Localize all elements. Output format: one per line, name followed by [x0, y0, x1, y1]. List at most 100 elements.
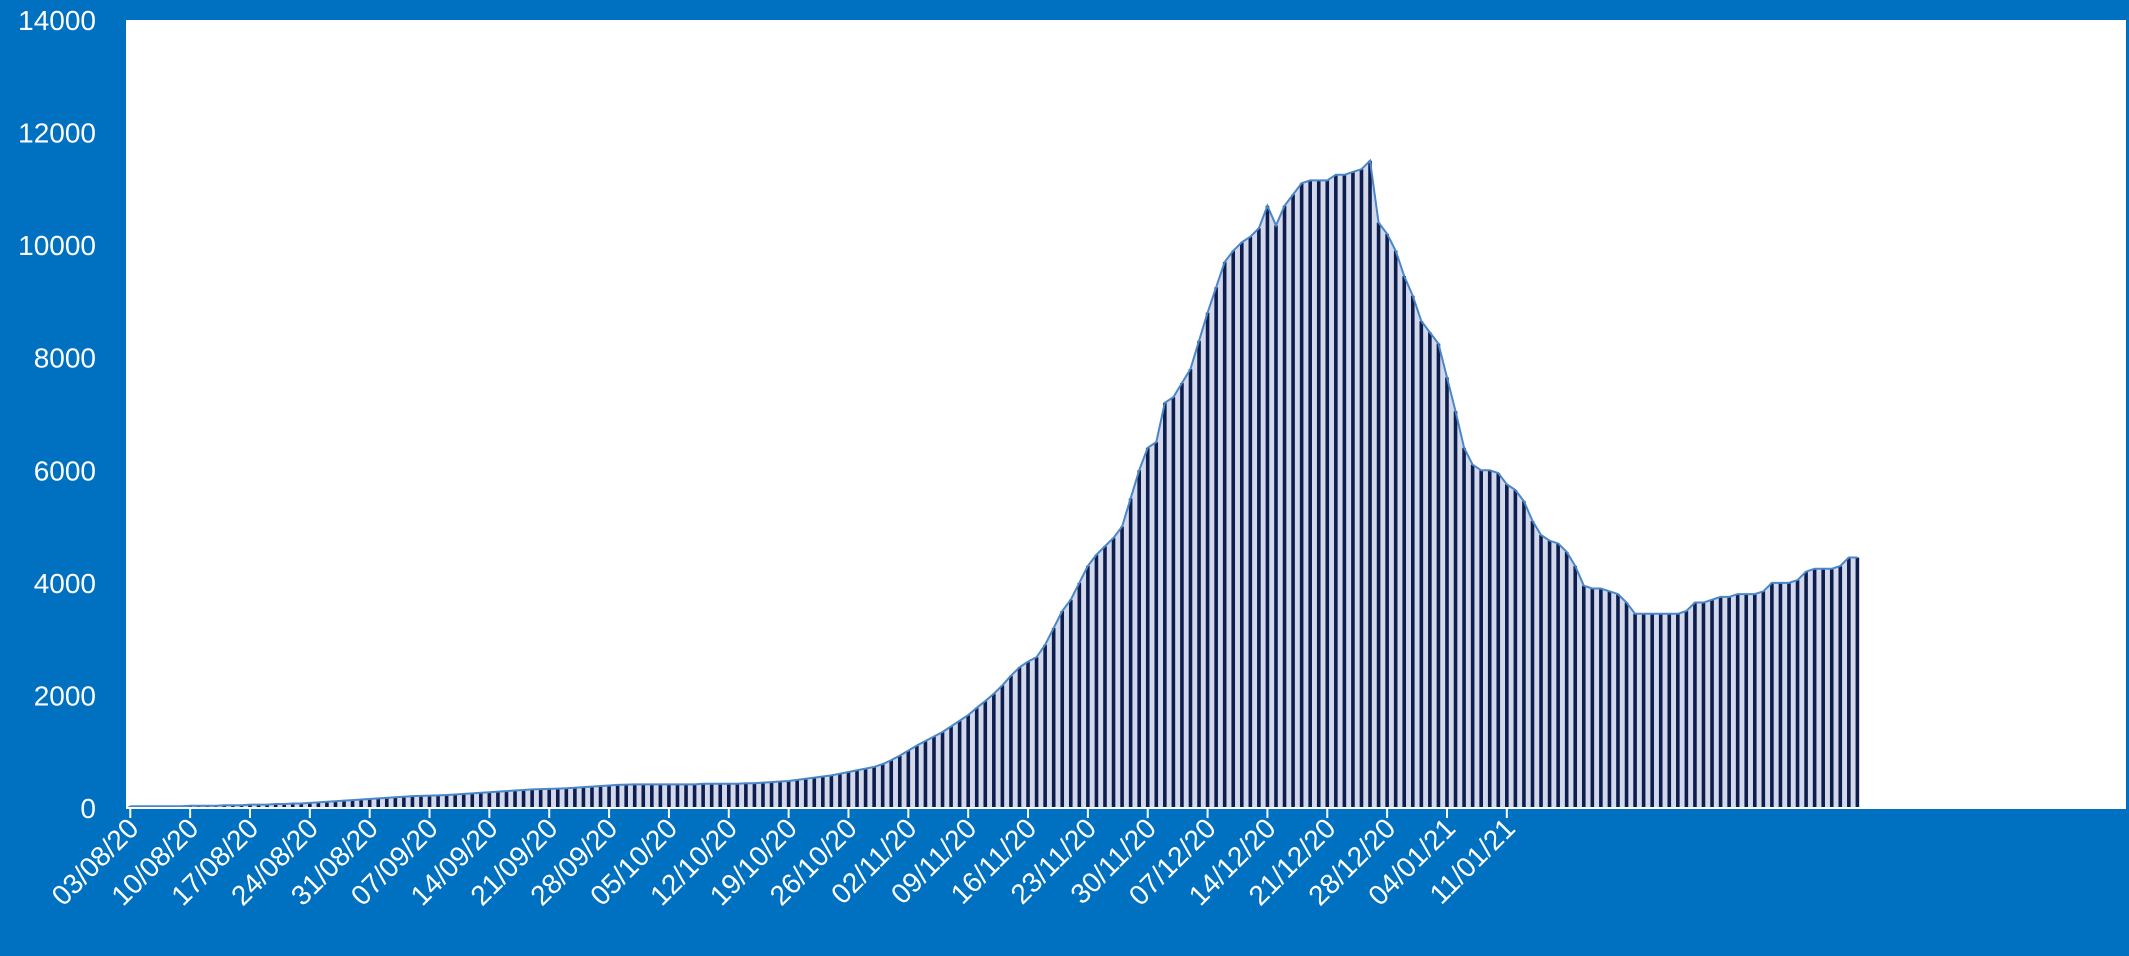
- y-axis: 0 2000 4000 6000 8000 10000 12000 14000: [18, 5, 96, 824]
- bar: [538, 789, 543, 808]
- bar: [1248, 236, 1253, 808]
- bar: [1436, 343, 1441, 808]
- bar: [521, 789, 526, 808]
- bar: [778, 781, 782, 808]
- bar: [641, 784, 646, 808]
- bar: [453, 794, 457, 808]
- bar: [299, 803, 304, 808]
- bar: [376, 798, 381, 808]
- bar: [1334, 174, 1338, 809]
- bar: [1855, 557, 1860, 808]
- bar: [752, 783, 757, 808]
- bar: [1239, 242, 1244, 808]
- bar: [1009, 675, 1013, 808]
- series-line: [130, 158, 1858, 808]
- bar: [829, 775, 834, 808]
- bar: [1308, 180, 1312, 808]
- bar: [1667, 613, 1672, 808]
- bar: [436, 795, 440, 808]
- bar: [1128, 498, 1133, 808]
- bar: [1180, 383, 1184, 808]
- bar: [504, 791, 509, 808]
- line-layer: [130, 158, 1858, 808]
- bar: [1539, 535, 1543, 808]
- bar: [718, 783, 723, 808]
- bar: [1410, 295, 1415, 808]
- bar: [1556, 543, 1560, 808]
- bar: [205, 805, 210, 808]
- bar: [1402, 276, 1407, 809]
- bar: [1599, 588, 1603, 808]
- bar: [1847, 557, 1851, 808]
- bar: [838, 773, 842, 808]
- bar: [1017, 667, 1022, 808]
- y-tick-label: 12000: [18, 118, 96, 149]
- bar: [1624, 602, 1629, 808]
- bar: [1137, 470, 1141, 808]
- bar: [735, 783, 740, 808]
- bar: [615, 784, 620, 808]
- bar: [1787, 582, 1791, 808]
- bar: [384, 797, 389, 808]
- bar: [555, 788, 560, 808]
- bar: [1034, 657, 1039, 808]
- bar: [692, 784, 697, 808]
- bar: [461, 793, 466, 808]
- bar: [701, 783, 705, 808]
- bar: [957, 720, 962, 808]
- bar: [1718, 596, 1723, 808]
- bar: [744, 783, 748, 808]
- bar: [786, 780, 791, 808]
- bar: [821, 776, 825, 808]
- bar: [812, 777, 817, 808]
- y-tick-label: 2000: [34, 680, 96, 711]
- bar: [709, 783, 714, 808]
- bar: [1522, 501, 1526, 808]
- bar: [889, 760, 894, 808]
- bar: [1145, 447, 1150, 808]
- bar: [675, 784, 680, 808]
- bar: [1163, 402, 1167, 808]
- bar: [213, 805, 218, 808]
- bar: [1778, 582, 1783, 808]
- bar: [1393, 250, 1398, 808]
- y-tick-label: 6000: [34, 455, 96, 486]
- bar: [1428, 332, 1432, 808]
- bar: [590, 786, 594, 808]
- bar: [923, 741, 928, 808]
- bar: [667, 784, 671, 808]
- bar: [949, 726, 953, 808]
- bar: [769, 782, 774, 808]
- bar: [1282, 205, 1287, 809]
- bar: [650, 784, 654, 808]
- bar: [1154, 442, 1159, 808]
- bar: [248, 804, 252, 808]
- bar: [1222, 262, 1227, 808]
- bar: [1368, 160, 1372, 808]
- bar: [803, 778, 808, 808]
- bar: [419, 795, 423, 808]
- bar: [444, 795, 449, 808]
- bar: [1291, 194, 1295, 809]
- bar: [1727, 596, 1731, 808]
- bar: [1573, 565, 1578, 808]
- bar: [1120, 526, 1124, 808]
- bar: [316, 802, 321, 808]
- bar: [1479, 470, 1483, 808]
- bar: [863, 768, 868, 808]
- bar: [932, 736, 936, 808]
- bar: [761, 782, 765, 808]
- bar: [1838, 565, 1843, 808]
- bar: [1274, 225, 1278, 808]
- bar: [1487, 470, 1492, 808]
- bar: [598, 786, 603, 808]
- bar: [547, 788, 552, 808]
- bar: [1829, 568, 1834, 808]
- bar: [1316, 180, 1321, 808]
- bar: [1445, 377, 1449, 808]
- bar: [1060, 611, 1065, 808]
- bar: [231, 805, 235, 808]
- bar: [1590, 588, 1595, 808]
- bar: [726, 783, 731, 808]
